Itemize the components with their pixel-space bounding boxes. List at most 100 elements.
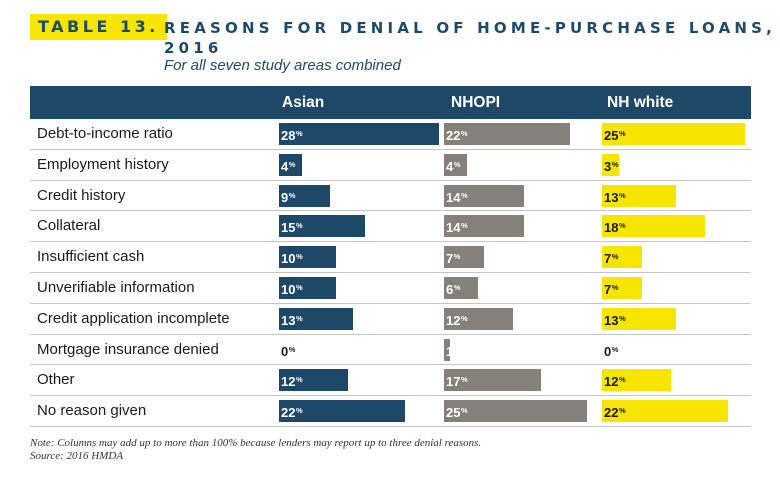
value-label-asian: 15% (281, 215, 303, 239)
bar-asian (279, 369, 348, 392)
value-number: 7 (446, 251, 454, 267)
value-label-nhwhite: 0% (604, 339, 618, 363)
value-number: 0 (604, 343, 612, 359)
table-row: Unverifiable information 10% 6% 7% (30, 273, 751, 304)
percent-sign: % (460, 375, 468, 385)
percent-sign: % (618, 313, 626, 323)
row-label: Other (37, 371, 75, 389)
percent-sign: % (460, 190, 468, 200)
bar-asian (279, 400, 405, 423)
percent-sign: % (295, 221, 303, 231)
bar-nhopi (444, 400, 587, 423)
bar-asian (279, 123, 439, 145)
percent-sign: % (611, 252, 619, 262)
value-number: 4 (281, 158, 289, 174)
value-number: 13 (281, 312, 296, 328)
percent-sign: % (460, 313, 468, 323)
value-label-asian: 22% (281, 400, 303, 424)
percent-sign: % (611, 344, 619, 354)
percent-sign: % (460, 221, 468, 231)
value-label-asian: 9% (281, 185, 295, 209)
value-number: 10 (281, 251, 296, 267)
value-number: 12 (281, 374, 296, 390)
percent-sign: % (288, 190, 296, 200)
value-label-asian: 4% (281, 154, 295, 178)
value-label-nhwhite: 7% (604, 277, 618, 301)
value-number: 7 (604, 251, 612, 267)
table-row: Credit application incomplete 13% 12% 13% (30, 304, 751, 335)
percent-sign: % (453, 282, 461, 292)
row-label: Insufficient cash (37, 248, 145, 266)
percent-sign: % (453, 344, 461, 354)
column-header-asian: Asian (282, 94, 325, 111)
value-number: 25 (446, 405, 461, 421)
bar-asian (279, 184, 331, 207)
row-label: Unverifiable information (37, 278, 195, 296)
value-label-asian: 28% (281, 123, 303, 147)
percent-sign: % (288, 344, 296, 354)
bar-nhopi (444, 307, 513, 330)
table-row: Employment history 4% 4% 3% (30, 150, 751, 181)
table-title: REASONS FOR DENIAL OF HOME-PURCHASE LOAN… (164, 19, 777, 57)
percent-sign: % (618, 375, 626, 385)
row-label: Employment history (37, 155, 169, 173)
value-number: 9 (281, 189, 289, 205)
percent-sign: % (618, 190, 626, 200)
bar-nhwhite (602, 215, 705, 238)
value-label-nhopi: 14% (446, 215, 468, 239)
table-body: Debt-to-income ratio 28% 22% 25% Employment … (30, 119, 751, 427)
column-header-nhopi: NHOPI (451, 94, 501, 111)
value-label-nhwhite: 13% (604, 185, 626, 209)
value-number: 10 (281, 281, 296, 297)
percent-sign: % (295, 252, 303, 262)
value-number: 14 (446, 220, 461, 236)
value-label-nhwhite: 13% (604, 308, 626, 332)
percent-sign: % (618, 406, 626, 416)
table-row: Insufficient cash 10% 7% 7% (30, 242, 751, 273)
bar-asian (279, 276, 337, 299)
percent-sign: % (295, 129, 303, 138)
footnote: Note: Columns may add up to more than 10… (30, 437, 482, 449)
bar-nhwhite (602, 400, 728, 423)
table-footer: Note: Columns may add up to more than 10… (30, 437, 481, 463)
bar-nhwhite (602, 369, 671, 392)
bar-nhwhite (602, 307, 677, 330)
bar-nhopi (444, 369, 542, 392)
bar-nhwhite (602, 153, 620, 176)
table-row: Credit history 9% 14% 13% (30, 181, 751, 212)
row-label: Mortgage insurance denied (37, 340, 219, 358)
value-number: 4 (446, 158, 454, 174)
value-number: 13 (604, 312, 619, 328)
value-label-nhwhite: 7% (604, 246, 618, 270)
percent-sign: % (618, 129, 626, 138)
bar-nhwhite (602, 123, 745, 145)
percent-sign: % (611, 282, 619, 292)
value-label-nhwhite: 12% (604, 369, 626, 393)
value-label-nhwhite: 18% (604, 215, 626, 239)
value-number: 12 (446, 312, 461, 328)
value-number: 22 (604, 405, 619, 421)
value-label-nhopi: 25% (446, 400, 468, 424)
value-number: 1 (446, 343, 454, 359)
value-label-asian: 10% (281, 277, 303, 301)
value-label-nhwhite: 25% (604, 123, 626, 147)
table-row: Other 12% 17% 12% (30, 365, 751, 397)
row-label: No reason given (37, 402, 147, 420)
value-label-nhopi: 14% (446, 185, 468, 209)
bar-nhopi (444, 276, 479, 299)
percent-sign: % (295, 406, 303, 416)
percent-sign: % (460, 406, 468, 416)
table-row: Mortgage insurance denied 0% 1% 0% (30, 335, 751, 366)
value-number: 18 (604, 220, 619, 236)
bar-nhwhite (602, 246, 642, 269)
value-label-asian: 0% (281, 339, 295, 363)
value-label-asian: 13% (281, 308, 303, 332)
table-row: Debt-to-income ratio 28% 22% 25% (30, 119, 751, 150)
bar-nhopi (444, 246, 484, 269)
value-number: 22 (281, 405, 296, 421)
value-label-nhopi: 6% (446, 277, 460, 301)
bar-nhwhite (602, 184, 677, 207)
value-number: 25 (604, 128, 619, 143)
bar-nhopi (444, 123, 570, 145)
value-number: 3 (604, 158, 612, 174)
